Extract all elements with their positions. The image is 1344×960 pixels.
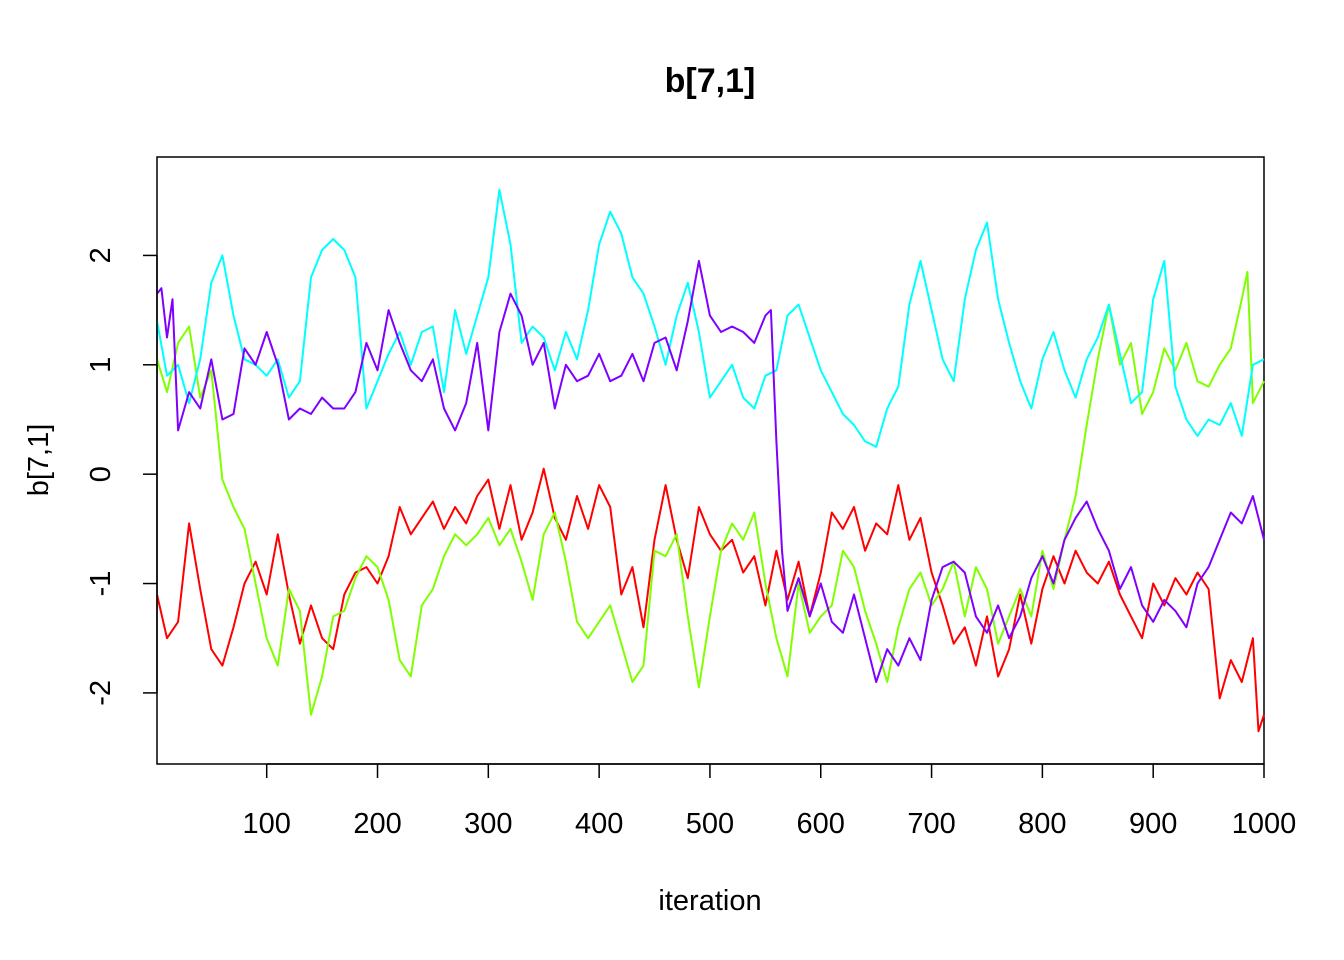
x-tick-label: 900 <box>1129 808 1177 840</box>
y-axis: -2 -1 0 1 2 <box>85 247 158 706</box>
x-axis-label: iteration <box>658 885 761 917</box>
y-tick-label: 2 <box>85 247 117 263</box>
chart-title: b[7,1] <box>665 62 756 100</box>
y-tick-label: 1 <box>85 357 117 373</box>
x-tick-label: 500 <box>686 808 734 840</box>
x-axis: 100 200 300 400 500 600 700 800 900 1000 <box>243 763 1297 840</box>
x-tick-label: 400 <box>575 808 623 840</box>
x-tick-label: 100 <box>243 808 291 840</box>
y-axis-label: b[7,1] <box>23 424 55 497</box>
y-tick-label: 0 <box>85 466 117 482</box>
x-tick-label: 600 <box>797 808 845 840</box>
x-tick-label: 200 <box>353 808 401 840</box>
x-tick-label: 1000 <box>1232 808 1297 840</box>
series-layer <box>156 188 1265 733</box>
series-line-2 <box>156 270 1265 716</box>
x-tick-label: 700 <box>907 808 955 840</box>
x-tick-label: 300 <box>464 808 512 840</box>
series-line-4 <box>156 259 1265 683</box>
y-tick-label: -1 <box>85 571 117 597</box>
series-line-1 <box>156 467 1265 733</box>
series-line-3 <box>156 188 1265 448</box>
x-tick-label: 800 <box>1018 808 1066 840</box>
y-tick-label: -2 <box>85 680 117 706</box>
